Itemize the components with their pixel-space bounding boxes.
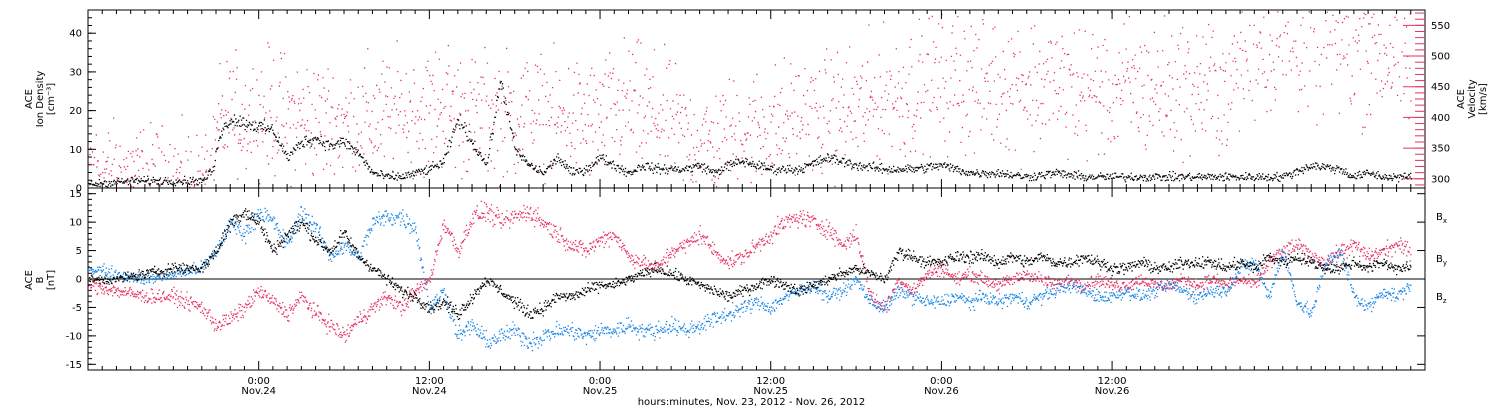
legend-sub: y bbox=[1443, 259, 1447, 267]
x-tick-date: Nov.26 bbox=[924, 386, 959, 397]
bz-series-points bbox=[88, 200, 1412, 343]
x-tick-date: Nov.26 bbox=[1095, 386, 1130, 397]
x-tick-time: 12:00 bbox=[415, 376, 444, 387]
b-tick-label: 5 bbox=[76, 246, 82, 257]
b-tick-label: -15 bbox=[66, 360, 82, 371]
velocity-series-points bbox=[88, 11, 1412, 188]
velocity-tick-label: 350 bbox=[1431, 144, 1450, 155]
density-ylabel-line: Ion Density bbox=[35, 71, 46, 128]
density-velocity-panel: 0 10 20 30 40 300 350 400 450 500 550 bbox=[69, 9, 1450, 195]
velocity-series bbox=[88, 11, 1412, 188]
density-tick-label: 10 bbox=[69, 145, 82, 156]
velocity-tick-label: 500 bbox=[1431, 52, 1450, 63]
b-tick-label: 15 bbox=[69, 189, 82, 200]
density-tick-label: 30 bbox=[69, 67, 82, 78]
b-ylabel: ACE B [nT] bbox=[24, 270, 57, 290]
x-tick-date: Nov.24 bbox=[412, 386, 447, 397]
density-tick-label: 0 bbox=[76, 184, 82, 195]
b-tick-label: 10 bbox=[69, 218, 82, 229]
top-frame bbox=[87, 9, 1426, 189]
x-tick-date: Nov.25 bbox=[753, 386, 788, 397]
legend-sub: z bbox=[1443, 297, 1447, 305]
velocity-ylabel-line: Velocity bbox=[1467, 79, 1478, 118]
bx-series-points bbox=[88, 208, 1412, 320]
x-tick-time: 12:00 bbox=[756, 376, 785, 387]
x-tick-time: 0:00 bbox=[930, 376, 952, 387]
bz-series bbox=[88, 200, 1412, 343]
bx-series bbox=[88, 208, 1412, 320]
density-series bbox=[88, 80, 1413, 189]
axis-labels: ACE Ion Density [cm⁻³] ACE Velocity [km/s]ACE… bbox=[24, 71, 1489, 291]
legend-Bz: Bz bbox=[1436, 292, 1447, 305]
magnetic-field-panel: -15 -10 -5 0 5 10 15 Bx By Bz bbox=[66, 187, 1447, 371]
velocity-tick-label: 550 bbox=[1431, 21, 1450, 32]
b-ylabel-line: [nT] bbox=[46, 270, 57, 290]
velocity-tick-label: 300 bbox=[1431, 174, 1450, 185]
b-tick-label: 0 bbox=[76, 275, 82, 286]
velocity-ylabel-line: [km/s] bbox=[1478, 83, 1489, 115]
density-tick-label: 20 bbox=[69, 106, 82, 117]
time-axis: 0:00Nov.2412:00Nov.240:00Nov.2512:00Nov.… bbox=[101, 10, 1412, 408]
legend-sub: x bbox=[1443, 217, 1447, 225]
velocity-tick-label: 450 bbox=[1431, 82, 1450, 93]
b-ylabel-line: B bbox=[35, 276, 46, 283]
density-series-points bbox=[88, 80, 1413, 189]
x-tick-time: 0:00 bbox=[247, 376, 269, 387]
x-tick-date: Nov.24 bbox=[241, 386, 276, 397]
velocity-ylabel: ACE Velocity [km/s] bbox=[1456, 79, 1489, 118]
b-ylabel-line: ACE bbox=[24, 270, 35, 290]
density-tick-label: 40 bbox=[69, 29, 82, 40]
x-tick-date: Nov.25 bbox=[583, 386, 618, 397]
legend-By: By bbox=[1436, 254, 1447, 267]
x-axis-label: hours:minutes, Nov. 23, 2012 - Nov. 26, … bbox=[638, 397, 866, 408]
x-tick-time: 12:00 bbox=[1098, 376, 1127, 387]
b-tick-label: -5 bbox=[72, 303, 82, 314]
velocity-ylabel-line: ACE bbox=[1456, 89, 1467, 109]
legend-Bx: Bx bbox=[1436, 212, 1447, 225]
b-tick-label: -10 bbox=[66, 331, 82, 342]
density-ylabel-line: ACE bbox=[24, 89, 35, 109]
x-tick-time: 0:00 bbox=[589, 376, 611, 387]
velocity-tick-label: 400 bbox=[1431, 113, 1450, 124]
density-ylabel-line: [cm⁻³] bbox=[46, 83, 57, 115]
density-ylabel: ACE Ion Density [cm⁻³] bbox=[24, 71, 57, 128]
